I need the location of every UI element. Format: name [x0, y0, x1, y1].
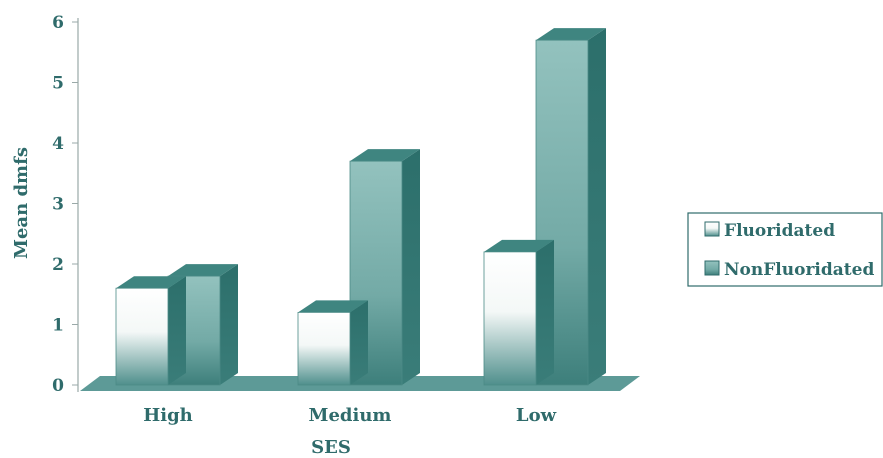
legend: Fluoridated NonFluoridated	[688, 213, 882, 286]
bar-fluoridated-high	[116, 276, 186, 385]
y-tick-label: 6	[52, 13, 64, 33]
bar-fluoridated-low	[484, 240, 554, 385]
legend-label-fluoridated: Fluoridated	[724, 221, 835, 241]
bar-side-face	[402, 149, 420, 385]
x-category-label: High	[143, 405, 193, 426]
legend-swatch-fluoridated	[705, 222, 719, 236]
y-tick-label: 0	[52, 376, 64, 396]
y-tick-label: 2	[52, 255, 64, 275]
bar-side-face	[588, 28, 606, 385]
legend-swatch-nonfluoridated	[705, 261, 719, 275]
legend-label-nonfluoridated: NonFluoridated	[724, 260, 874, 280]
bar-fluoridated-medium	[298, 300, 368, 385]
y-tick-label: 4	[52, 134, 64, 154]
bar-front-face	[298, 312, 350, 385]
y-tick-label: 3	[52, 195, 64, 215]
y-tick-label: 1	[52, 316, 64, 336]
y-axis-title: Mean dmfs	[11, 147, 32, 259]
bar-front-face	[484, 252, 536, 385]
x-category-label: Low	[516, 405, 557, 426]
x-axis-title: SES	[311, 437, 351, 458]
bar-side-face	[168, 276, 186, 385]
bar-front-face	[116, 288, 168, 385]
x-axis-categories: High Medium Low	[143, 405, 556, 426]
bar-group	[116, 28, 606, 385]
y-axis-ticks: 0 1 2 3 4 5 6	[52, 13, 78, 396]
x-category-label: Medium	[309, 405, 392, 426]
bar-side-face	[536, 240, 554, 385]
bar-side-face	[350, 300, 368, 385]
y-tick-label: 5	[52, 74, 64, 94]
bar-side-face	[220, 264, 238, 385]
